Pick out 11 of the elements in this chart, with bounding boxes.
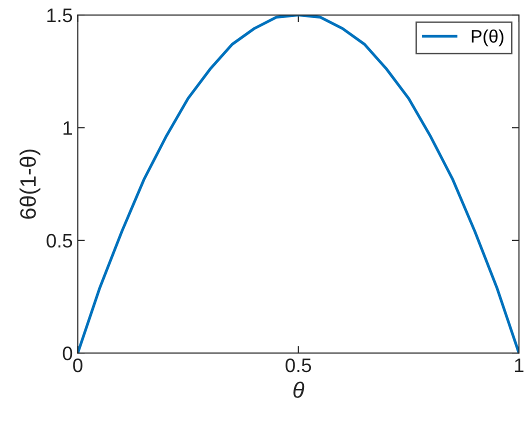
- x-axis-title: θ: [293, 382, 304, 398]
- x-tick-label: 0.5: [286, 358, 312, 372]
- legend-label: P(θ): [472, 29, 504, 46]
- y-tick-label: 0: [62, 346, 72, 360]
- y-axis-title: 6θ(1-θ): [20, 150, 40, 219]
- y-tick-label: 1.5: [47, 8, 72, 22]
- y-tick-label: 1: [64, 121, 72, 135]
- y-tick-label: 0.5: [46, 234, 72, 248]
- x-tick-label: 1: [515, 358, 524, 372]
- x-tick-label: 0: [73, 358, 82, 372]
- line-series: [78, 15, 519, 354]
